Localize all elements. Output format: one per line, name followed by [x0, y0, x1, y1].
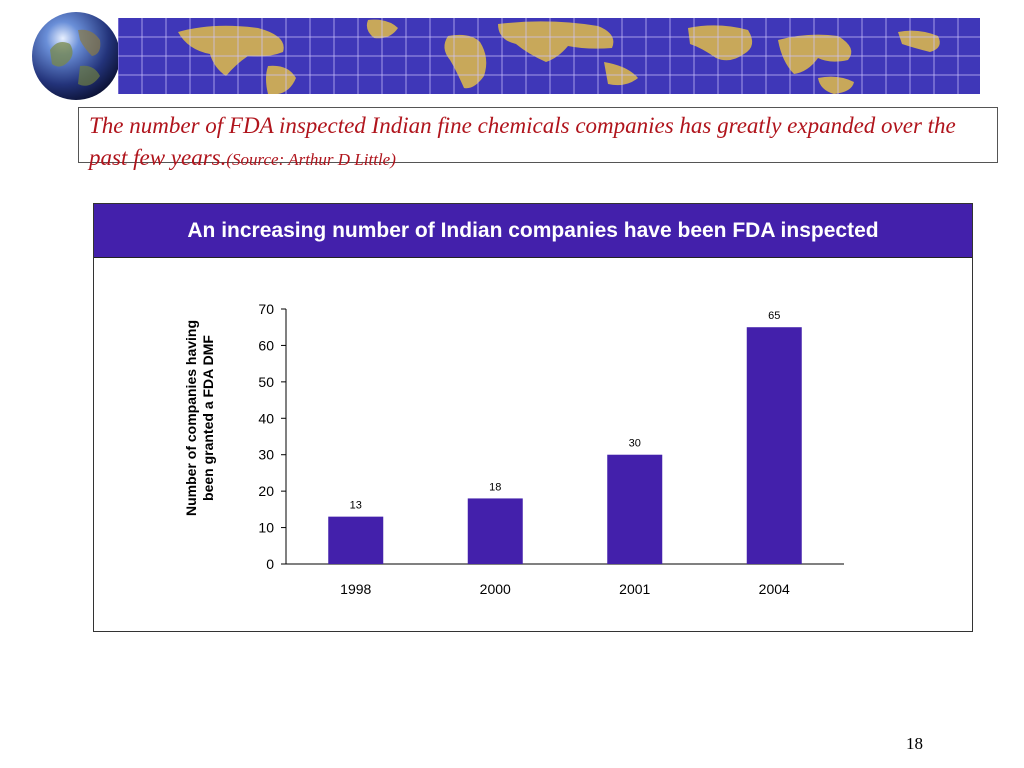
x-tick-label: 1998 — [340, 581, 371, 597]
y-axis-label-line-1: Number of companies having — [183, 320, 199, 516]
headline-source: (Source: Arthur D Little) — [226, 150, 396, 169]
chart-panel: An increasing number of Indian companies… — [93, 203, 973, 632]
world-map-banner — [118, 18, 980, 94]
y-tick-label: 0 — [266, 556, 274, 572]
y-tick-label: 40 — [258, 410, 274, 426]
bar-1998 — [328, 516, 384, 564]
chart-title-bar: An increasing number of Indian companies… — [94, 204, 972, 258]
headline-text: The number of FDA inspected Indian fine … — [89, 113, 956, 170]
bar-2004 — [746, 327, 802, 564]
y-tick-label: 50 — [258, 374, 274, 390]
bar-2000 — [467, 498, 523, 564]
bars: 13 1998 18 2000 30 2001 65 2004 — [328, 310, 802, 597]
y-tick-label: 70 — [258, 301, 274, 317]
globe-logo — [32, 12, 120, 100]
x-tick-label: 2001 — [619, 581, 650, 597]
y-tick-label: 30 — [258, 447, 274, 463]
data-label: 13 — [350, 500, 362, 512]
bar-2001 — [607, 454, 663, 564]
headline-box: The number of FDA inspected Indian fine … — [78, 107, 998, 170]
slide-number: 18 — [906, 734, 923, 753]
x-tick-label: 2000 — [480, 581, 511, 597]
bar-chart: Number of companies having been granted … — [183, 301, 844, 597]
chart-title: An increasing number of Indian companies… — [187, 218, 879, 242]
y-tick-label: 60 — [258, 337, 274, 353]
x-tick-label: 2004 — [759, 581, 790, 597]
y-axis-label: Number of companies having been granted … — [183, 320, 216, 516]
data-label: 30 — [629, 438, 641, 450]
data-label: 18 — [489, 481, 501, 493]
y-tick-label: 10 — [258, 520, 274, 536]
data-label: 65 — [768, 310, 780, 322]
y-tick-label: 20 — [258, 483, 274, 499]
y-axis-label-line-2: been granted a FDA DMF — [200, 335, 216, 501]
